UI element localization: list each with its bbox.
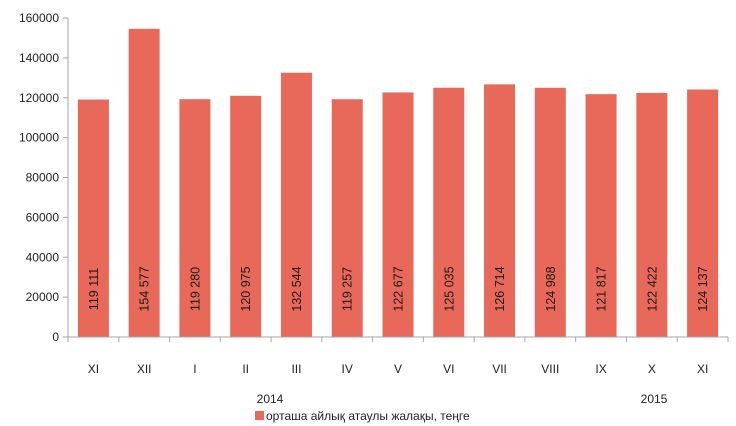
bar xyxy=(687,89,719,337)
bar xyxy=(636,92,668,337)
bar-value-label: 154 577 xyxy=(138,266,152,311)
bar-value-label: 132 544 xyxy=(290,266,304,311)
bar xyxy=(484,84,516,338)
x-category-label: III xyxy=(291,362,301,376)
bar-value-label: 124 137 xyxy=(696,266,710,311)
x-category-label: XI xyxy=(88,362,99,376)
year-label: 2015 xyxy=(641,392,668,406)
bar-value-label: 126 714 xyxy=(493,266,507,311)
y-tick-label: 140000 xyxy=(19,51,59,65)
bar-value-label: 124 988 xyxy=(544,266,558,311)
bar-value-label: 119 280 xyxy=(188,267,202,311)
bar-value-label: 120 975 xyxy=(239,266,253,311)
y-tick-label: 100000 xyxy=(19,131,59,145)
axes xyxy=(67,18,729,342)
bar-value-label: 125 035 xyxy=(442,266,456,311)
bars: 119 111 154 577 119 280 120 975 132 544 119 2… xyxy=(77,28,719,338)
x-category-label: XII xyxy=(137,362,152,376)
legend: орташа айлық атаулы жалақы, теңге xyxy=(255,409,470,423)
bar xyxy=(280,72,312,337)
bar xyxy=(230,95,262,337)
y-tick-label: 120000 xyxy=(19,91,59,105)
bar xyxy=(77,99,109,337)
y-axis-ticks: 0 20000 40000 60000 80000 100000 120000 140000 1… xyxy=(19,11,68,344)
bar xyxy=(382,92,414,337)
y-tick-label: 0 xyxy=(52,330,59,344)
x-category-label: X xyxy=(648,362,656,376)
bar-value-label: 119 111 xyxy=(87,268,101,310)
y-tick-label: 60000 xyxy=(26,210,60,224)
x-category-label: XI xyxy=(697,362,708,376)
x-category-label: VII xyxy=(492,362,507,376)
y-tick-label: 40000 xyxy=(26,250,60,264)
bar xyxy=(433,87,465,337)
bar-value-label: 121 817 xyxy=(595,266,609,311)
y-tick-label: 80000 xyxy=(26,171,60,185)
x-category-label: II xyxy=(242,362,249,376)
bar xyxy=(585,94,617,338)
x-category-label: IV xyxy=(342,362,353,376)
year-labels: 2014 2015 xyxy=(257,392,668,406)
bar xyxy=(331,99,363,337)
x-category-label: VIII xyxy=(541,362,559,376)
year-label: 2014 xyxy=(257,392,284,406)
bar xyxy=(128,28,160,338)
bar xyxy=(179,99,211,337)
x-category-label: VI xyxy=(443,362,454,376)
x-category-label: I xyxy=(193,362,196,376)
legend-swatch xyxy=(255,411,264,420)
x-axis-labels: XI XII I II III IV V VI VII VIII IX X XI xyxy=(88,362,709,376)
bar-value-label: 122 422 xyxy=(645,266,659,311)
bar-value-label: 119 257 xyxy=(341,267,355,311)
x-category-label: IX xyxy=(595,362,606,376)
bar xyxy=(534,87,566,337)
y-tick-label: 160000 xyxy=(19,11,59,25)
y-tick-label: 20000 xyxy=(26,290,60,304)
x-category-label: V xyxy=(394,362,402,376)
legend-label: орташа айлық атаулы жалақы, теңге xyxy=(266,409,470,423)
bar-value-label: 122 677 xyxy=(392,266,406,311)
